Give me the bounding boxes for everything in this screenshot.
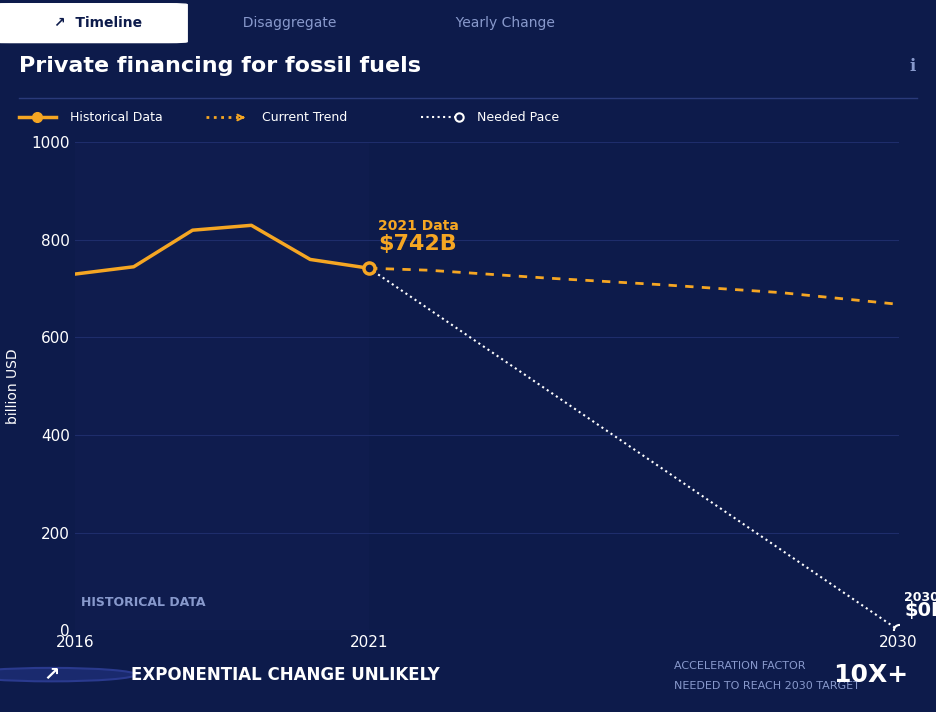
Text: NEEDED TO REACH 2030 TARGET: NEEDED TO REACH 2030 TARGET <box>674 681 860 691</box>
Text: Private financing for fossil fuels: Private financing for fossil fuels <box>19 56 420 76</box>
Text: ↗: ↗ <box>43 665 60 684</box>
Text: 2021 Data: 2021 Data <box>378 219 459 234</box>
Bar <box>75 142 369 630</box>
FancyBboxPatch shape <box>0 4 187 43</box>
Text: $742B: $742B <box>378 234 457 253</box>
Text: 2030 Target: 2030 Target <box>904 591 936 604</box>
Text: ↗  Timeline: ↗ Timeline <box>54 16 142 30</box>
Text: 10X+: 10X+ <box>833 663 908 686</box>
Text: EXPONENTIAL CHANGE UNLIKELY: EXPONENTIAL CHANGE UNLIKELY <box>131 666 440 684</box>
Text: ACCELERATION FACTOR: ACCELERATION FACTOR <box>674 661 805 671</box>
Text: Current Trend: Current Trend <box>262 111 347 124</box>
Text: Disaggregate: Disaggregate <box>234 16 337 30</box>
Text: ℹ: ℹ <box>910 57 915 75</box>
Text: Needed Pace: Needed Pace <box>477 111 560 124</box>
Text: Historical Data: Historical Data <box>70 111 163 124</box>
Y-axis label: billion USD: billion USD <box>7 348 21 424</box>
Text: $0B: $0B <box>904 602 936 620</box>
Text: Yearly Change: Yearly Change <box>446 16 555 30</box>
Circle shape <box>0 668 136 681</box>
Text: HISTORICAL DATA: HISTORICAL DATA <box>80 596 205 609</box>
